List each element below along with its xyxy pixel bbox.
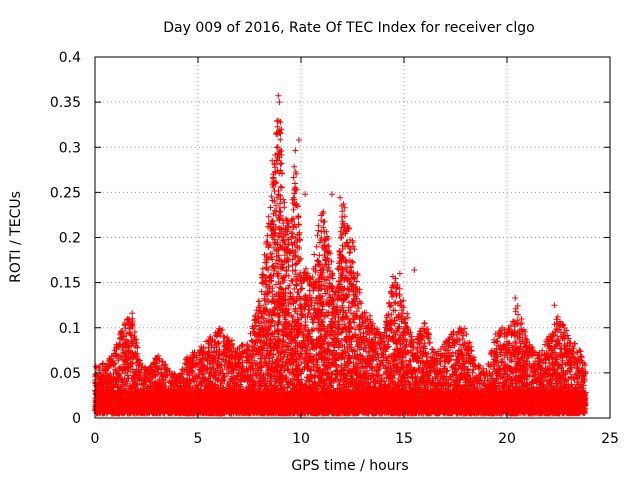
data-point [112, 360, 118, 367]
chart-title: Day 009 of 2016, Rate Of TEC Index for r… [163, 20, 534, 36]
data-point [111, 361, 118, 368]
data-points [92, 92, 589, 417]
data-point [108, 353, 115, 360]
data-point [119, 328, 126, 334]
data-point [100, 360, 106, 367]
data-point [117, 373, 124, 380]
data-point [110, 387, 117, 394]
data-point [102, 368, 109, 375]
